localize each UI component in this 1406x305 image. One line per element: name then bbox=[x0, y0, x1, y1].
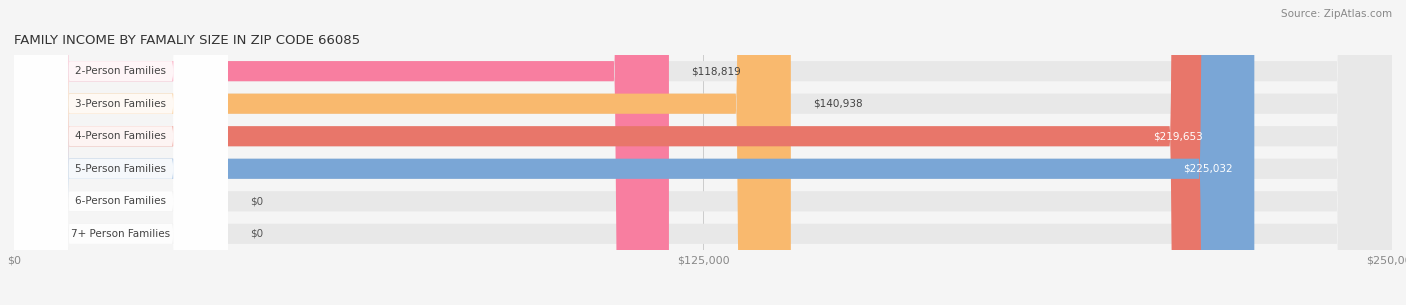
FancyBboxPatch shape bbox=[14, 0, 1254, 305]
FancyBboxPatch shape bbox=[14, 0, 1392, 305]
Text: $140,938: $140,938 bbox=[813, 99, 862, 109]
FancyBboxPatch shape bbox=[14, 0, 228, 305]
FancyBboxPatch shape bbox=[14, 0, 228, 305]
Text: $0: $0 bbox=[250, 196, 263, 206]
Text: 3-Person Families: 3-Person Families bbox=[76, 99, 166, 109]
Text: 4-Person Families: 4-Person Families bbox=[76, 131, 166, 141]
Text: $0: $0 bbox=[250, 229, 263, 239]
FancyBboxPatch shape bbox=[14, 0, 1392, 305]
FancyBboxPatch shape bbox=[14, 0, 228, 305]
FancyBboxPatch shape bbox=[14, 0, 228, 305]
Text: 5-Person Families: 5-Person Families bbox=[76, 164, 166, 174]
FancyBboxPatch shape bbox=[14, 0, 790, 305]
Text: $225,032: $225,032 bbox=[1182, 164, 1232, 174]
FancyBboxPatch shape bbox=[14, 0, 228, 305]
FancyBboxPatch shape bbox=[14, 0, 669, 305]
FancyBboxPatch shape bbox=[14, 0, 1392, 305]
Text: $118,819: $118,819 bbox=[690, 66, 741, 76]
Text: FAMILY INCOME BY FAMALIY SIZE IN ZIP CODE 66085: FAMILY INCOME BY FAMALIY SIZE IN ZIP COD… bbox=[14, 34, 360, 47]
Text: 6-Person Families: 6-Person Families bbox=[76, 196, 166, 206]
Text: $219,653: $219,653 bbox=[1153, 131, 1202, 141]
FancyBboxPatch shape bbox=[14, 0, 1225, 305]
Text: 7+ Person Families: 7+ Person Families bbox=[72, 229, 170, 239]
Text: 2-Person Families: 2-Person Families bbox=[76, 66, 166, 76]
FancyBboxPatch shape bbox=[14, 0, 1392, 305]
FancyBboxPatch shape bbox=[14, 0, 1392, 305]
FancyBboxPatch shape bbox=[14, 0, 228, 305]
FancyBboxPatch shape bbox=[14, 0, 1392, 305]
Text: Source: ZipAtlas.com: Source: ZipAtlas.com bbox=[1281, 9, 1392, 19]
